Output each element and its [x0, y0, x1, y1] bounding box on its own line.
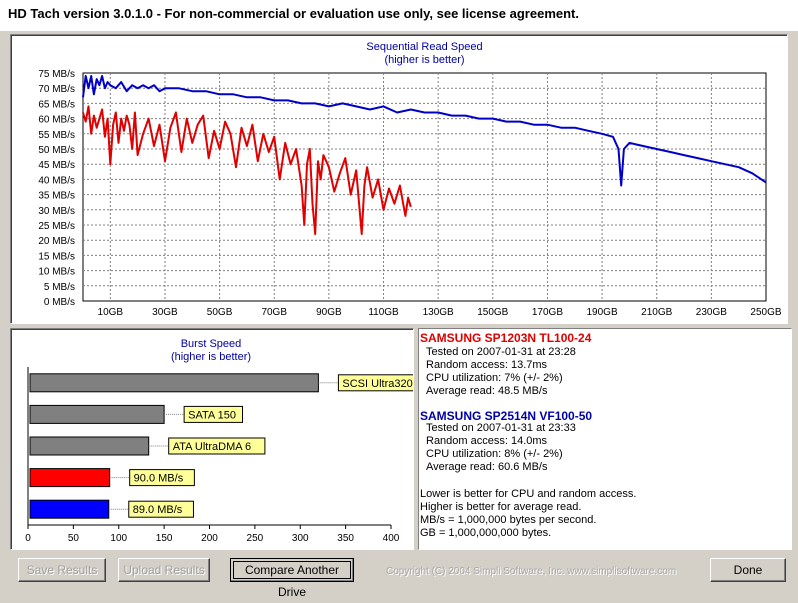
burst-subtitle: (higher is better) [171, 351, 251, 363]
x-tick-label: 230GB [696, 307, 727, 318]
burst-x-tick-label: 50 [68, 533, 80, 544]
burst-bar-label: ATA UltraDMA 6 [173, 441, 251, 453]
burst-bar-label-box [128, 500, 194, 518]
burst-x-tick-label: 350 [337, 533, 354, 544]
y-tick-label: 5 MB/s [44, 282, 75, 293]
burst-x-tick-label: 200 [201, 533, 218, 544]
y-tick-label: 65 MB/s [38, 99, 75, 110]
drive2-average-read: Average read: 60.6 MB/s [426, 461, 548, 473]
y-tick-label: 45 MB/s [38, 160, 75, 171]
burst-bar-label: 89.0 MB/s [133, 504, 183, 516]
drive1-name: SAMSUNG SP1203N TL100-24 [420, 331, 592, 345]
drive2-cpu: CPU utilization: 8% (+/- 2%) [426, 448, 563, 460]
title-bar: HD Tach version 3.0.1.0 - For non-commer… [0, 0, 798, 31]
burst-bar-label-box [183, 405, 244, 423]
drive2-random-access: Random access: 14.0ms [426, 435, 548, 447]
burst-x-tick-label: 100 [110, 533, 127, 544]
note-line: Higher is better for average read. [420, 501, 582, 513]
x-tick-label: 50GB [207, 307, 233, 318]
burst-bar-label-box [129, 469, 195, 487]
y-tick-label: 60 MB/s [38, 115, 75, 126]
x-tick-label: 170GB [532, 307, 563, 318]
x-tick-label: 30GB [152, 307, 178, 318]
y-tick-label: 25 MB/s [38, 221, 75, 232]
drive1-average-read: Average read: 48.5 MB/s [426, 385, 548, 397]
x-tick-label: 110GB [368, 307, 399, 318]
note-line: GB = 1,000,000,000 bytes. [420, 527, 552, 539]
burst-bar-label: SATA 150 [188, 409, 236, 421]
burst-speed-panel: Burst Speed (higher is better) 0 50 100 150 20… [10, 328, 429, 550]
y-tick-label: 75 MB/s [38, 69, 75, 80]
drive1-cpu: CPU utilization: 7% (+/- 2%) [426, 372, 563, 384]
x-tick-label: 70GB [261, 307, 287, 318]
results-info-panel: SAMSUNG SP1203N TL100-24 Tested on 2007-… [418, 328, 792, 550]
burst-title: Burst Speed [181, 338, 242, 350]
y-tick-label: 15 MB/s [38, 251, 75, 262]
burst-bar [29, 468, 111, 488]
burst-bar [29, 436, 150, 456]
copyright-text: Copyright (C) 2004 Simpli Software, Inc.… [386, 566, 677, 577]
y-tick-label: 0 MB/s [44, 297, 75, 308]
drive2-tested: Tested on 2007-01-31 at 23:33 [426, 422, 576, 434]
burst-bar [29, 499, 110, 519]
x-tick-label: 210GB [641, 307, 672, 318]
window-title: HD Tach version 3.0.1.0 - For non-commer… [8, 6, 579, 21]
y-tick-label: 35 MB/s [38, 191, 75, 202]
upload-results-button[interactable]: Upload Results [118, 558, 210, 582]
drive1-tested: Tested on 2007-01-31 at 23:28 [426, 346, 576, 358]
chart-title: Sequential Read Speed [366, 41, 482, 53]
y-tick-label: 10 MB/s [38, 267, 75, 278]
burst-bar [29, 373, 319, 393]
note-line: Lower is better for CPU and random acces… [420, 488, 637, 500]
compare-another-drive-button[interactable]: Compare Another Drive [230, 558, 354, 599]
sequential-read-panel: Sequential Read Speed (higher is better) 7… [10, 34, 788, 324]
drive2-name: SAMSUNG SP2514N VF100-50 [420, 409, 593, 423]
x-tick-label: 130GB [423, 307, 454, 318]
chart-subtitle: (higher is better) [384, 54, 464, 66]
drive2-read-line [82, 75, 767, 187]
y-tick-label: 30 MB/s [38, 206, 75, 217]
burst-x-tick-label: 300 [292, 533, 309, 544]
x-tick-label: 190GB [587, 307, 618, 318]
done-button[interactable]: Done [710, 558, 786, 582]
burst-bar-label-box [168, 437, 266, 455]
x-tick-label: 250GB [750, 307, 781, 318]
y-tick-label: 50 MB/s [38, 145, 75, 156]
y-tick-label: 20 MB/s [38, 236, 75, 247]
x-tick-label: 150GB [477, 307, 508, 318]
burst-speed-chart: Burst Speed(higher is better) 0 50 100 150 20… [25, 338, 429, 544]
y-tick-label: 40 MB/s [38, 175, 75, 186]
x-tick-label: 10GB [98, 307, 124, 318]
burst-x-tick-label: 0 [25, 533, 31, 544]
plot-area [82, 72, 767, 302]
drive1-random-access: Random access: 13.7ms [426, 359, 548, 371]
save-results-button[interactable]: Save Results [18, 558, 106, 582]
burst-x-tick-label: 400 [383, 533, 400, 544]
drive1-read-line [82, 105, 412, 236]
y-tick-label: 55 MB/s [38, 130, 75, 141]
sequential-read-chart: Sequential Read Speed(higher is better) 7… [38, 41, 782, 318]
y-tick-label: 70 MB/s [38, 84, 75, 95]
x-tick-label: 90GB [316, 307, 342, 318]
burst-x-tick-label: 150 [156, 533, 173, 544]
burst-x-tick-label: 250 [247, 533, 264, 544]
burst-bar-label: SCSI Ultra320 [342, 378, 412, 390]
note-line: MB/s = 1,000,000 bytes per second. [420, 514, 597, 526]
burst-bar [29, 404, 165, 424]
burst-bar-label: 90.0 MB/s [134, 473, 184, 485]
